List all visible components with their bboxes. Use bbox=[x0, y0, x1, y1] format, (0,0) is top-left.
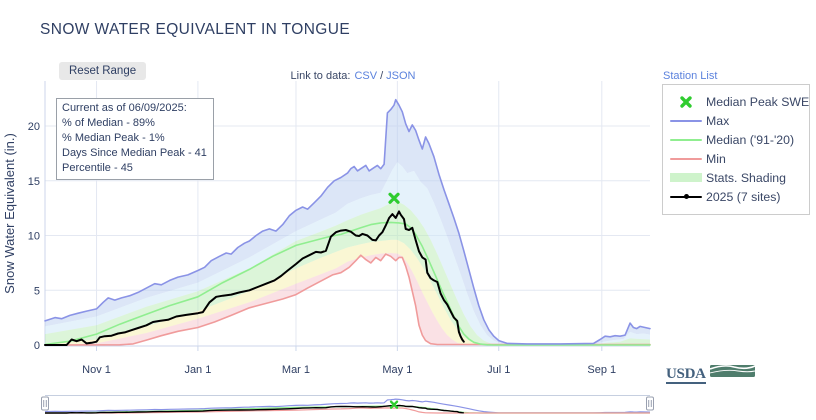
y-axis-tick-label: 20 bbox=[28, 121, 40, 133]
legend-item-2025[interactable]: 2025 (7 sites) bbox=[669, 187, 803, 206]
legend-label: Stats. Shading bbox=[706, 170, 786, 185]
legend-label: 2025 (7 sites) bbox=[706, 189, 781, 204]
station-list-link[interactable]: Station List bbox=[663, 70, 718, 82]
stats-shading-bands bbox=[45, 99, 650, 345]
legend-label: Median ('91-'20) bbox=[706, 132, 795, 147]
stats-days-since-peak: Days Since Median Peak - 41 bbox=[62, 147, 207, 159]
x-axis-tick-label: Nov 1 bbox=[82, 364, 111, 376]
y-axis-tick-label: 15 bbox=[28, 176, 40, 188]
navigator-left-handle[interactable] bbox=[41, 396, 49, 411]
axis-labels: 0 5 10 15 20 Nov 1 Jan 1 Mar 1 May 1 Jul 1 Sep 1 Sn… bbox=[2, 121, 616, 376]
navigator-series-min bbox=[45, 407, 650, 414]
series-min bbox=[44, 253, 651, 346]
link-to-data-label: Link to data: bbox=[290, 70, 351, 82]
chart-title: SNOW WATER EQUIVALENT IN TONGUE bbox=[40, 21, 351, 38]
median-peak-x-icon bbox=[669, 95, 703, 109]
x-axis-tick-label: Sep 1 bbox=[587, 364, 616, 376]
navigator[interactable] bbox=[41, 395, 654, 414]
y-axis-tick-label: 0 bbox=[34, 340, 40, 352]
stats-percent-median: % of Median - 89% bbox=[62, 117, 155, 129]
x-axis-tick-label: Jul 1 bbox=[487, 364, 510, 376]
x-axis-tick-label: Mar 1 bbox=[282, 364, 310, 376]
navigator-median-peak-marker bbox=[389, 400, 399, 409]
navigator-series-2025 bbox=[45, 404, 464, 414]
legend-label: Min bbox=[706, 151, 726, 166]
navigator-right-handle[interactable] bbox=[646, 396, 654, 411]
usda-logo-text: USDA bbox=[666, 366, 706, 384]
series-median bbox=[44, 221, 651, 346]
current-year-line-swatch bbox=[669, 194, 703, 199]
json-link[interactable]: JSON bbox=[386, 70, 416, 82]
usda-logo: USDA bbox=[666, 363, 756, 384]
series-2025 bbox=[44, 210, 465, 346]
legend-label: Max bbox=[706, 113, 730, 128]
legend: Median Peak SWE Max Median ('91-'20) Min… bbox=[662, 84, 810, 215]
link-to-data: Link to data: CSV / JSON bbox=[248, 70, 458, 82]
stats-shading-swatch bbox=[669, 173, 703, 182]
stats-percentile: Percentile - 45 bbox=[62, 162, 133, 174]
y-axis-tick-label: 5 bbox=[34, 285, 40, 297]
x-axis-tick-label: May 1 bbox=[382, 364, 412, 376]
min-line-swatch bbox=[669, 157, 703, 160]
y-axis-title: Snow Water Equivalent (in.) bbox=[2, 133, 17, 294]
csv-link[interactable]: CSV bbox=[354, 70, 378, 82]
legend-item-min[interactable]: Min bbox=[669, 149, 803, 168]
legend-item-stats-shading[interactable]: Stats. Shading bbox=[669, 168, 803, 187]
usda-logo-swoosh-icon bbox=[709, 365, 756, 377]
legend-label: Median Peak SWE bbox=[706, 94, 810, 109]
link-separator: / bbox=[380, 70, 384, 82]
stats-current-date: Current as of 06/09/2025: bbox=[62, 102, 187, 114]
current-stats-box: Current as of 06/09/2025: % of Median - … bbox=[56, 98, 214, 180]
max-line-swatch bbox=[669, 119, 703, 122]
legend-item-max[interactable]: Max bbox=[669, 111, 803, 130]
median-line-swatch bbox=[669, 138, 703, 141]
reset-range-button[interactable]: Reset Range bbox=[59, 62, 147, 80]
legend-item-median[interactable]: Median ('91-'20) bbox=[669, 130, 803, 149]
series-max bbox=[44, 98, 651, 345]
axes bbox=[44, 81, 650, 351]
y-axis-tick-label: 10 bbox=[28, 231, 40, 243]
x-axis-tick-label: Jan 1 bbox=[184, 364, 211, 376]
legend-item-median-peak-swe[interactable]: Median Peak SWE bbox=[669, 92, 809, 111]
median-peak-swe-marker bbox=[388, 192, 400, 204]
stats-percent-median-peak: % Median Peak - 1% bbox=[62, 132, 165, 144]
